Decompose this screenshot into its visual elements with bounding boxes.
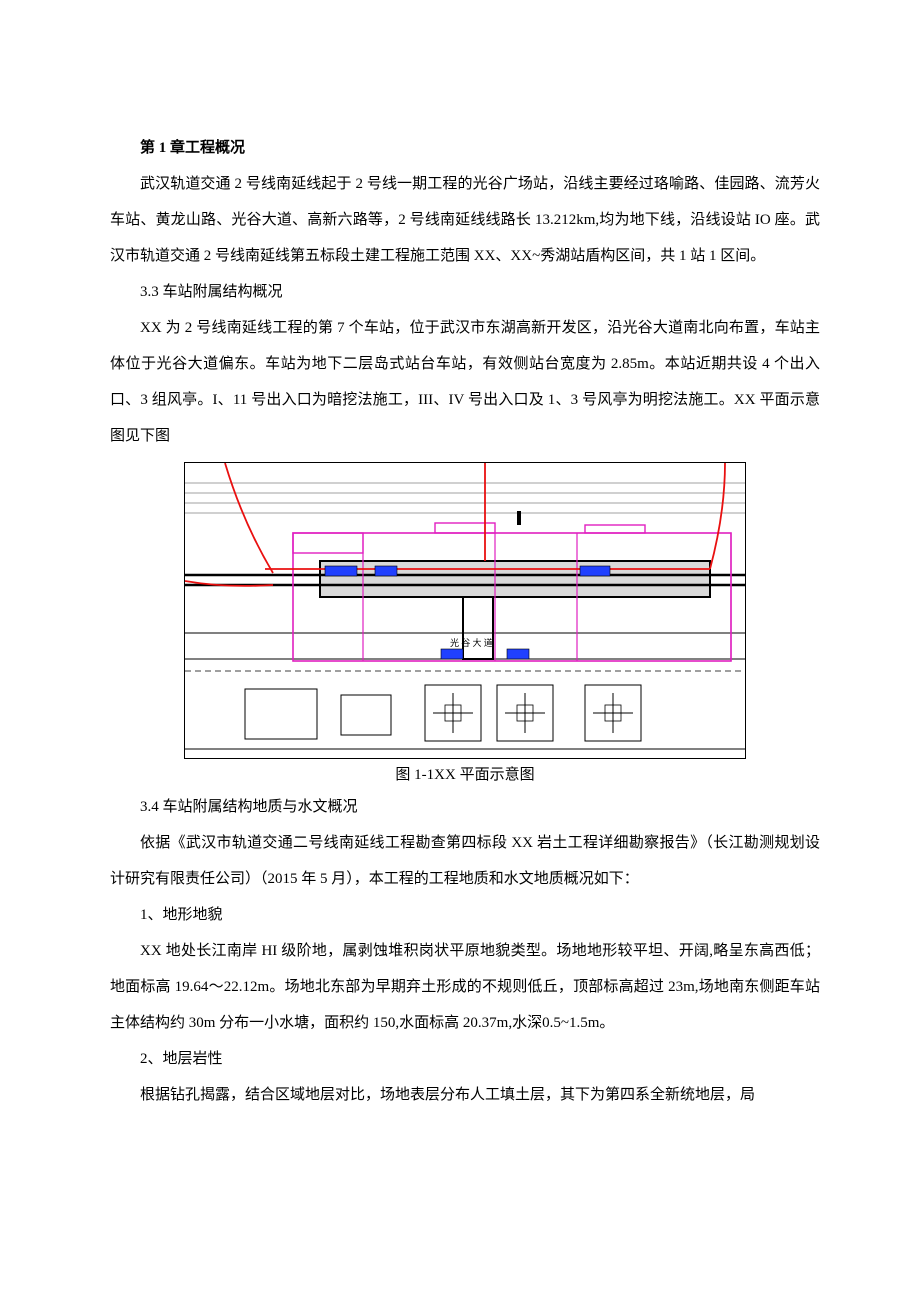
- paragraph-4: XX 地处长江南岸 HI 级阶地，属剥蚀堆积岗状平原地貌类型。场地地形较平坦、开…: [110, 933, 820, 1041]
- plan-svg: 光 谷 大 道: [185, 463, 745, 758]
- svg-text:光 谷 大 道: 光 谷 大 道: [450, 637, 493, 648]
- chapter-heading: 第 1 章工程概况: [110, 130, 820, 166]
- paragraph-1: 武汉轨道交通 2 号线南延线起于 2 号线一期工程的光谷广场站，沿线主要经过珞喻…: [110, 166, 820, 274]
- section-3-3-heading: 3.3 车站附属结构概况: [110, 274, 820, 310]
- paragraph-2: XX 为 2 号线南延线工程的第 7 个车站，位于武汉市东湖高新开发区，沿光谷大…: [110, 310, 820, 454]
- subsection-1-heading: 1、地形地貌: [110, 897, 820, 933]
- document-page: 第 1 章工程概况 武汉轨道交通 2 号线南延线起于 2 号线一期工程的光谷广场…: [0, 0, 920, 1301]
- subsection-2-heading: 2、地层岩性: [110, 1041, 820, 1077]
- section-3-4-heading: 3.4 车站附属结构地质与水文概况: [110, 789, 820, 825]
- paragraph-3: 依据《武汉市轨道交通二号线南延线工程勘查第四标段 XX 岩土工程详细勘察报告》（…: [110, 825, 820, 897]
- paragraph-5: 根据钻孔揭露，结合区域地层对比，场地表层分布人工填土层，其下为第四系全新统地层，…: [110, 1077, 820, 1113]
- plan-diagram: 光 谷 大 道: [184, 462, 746, 759]
- figure-caption: 图 1-1XX 平面示意图: [110, 763, 820, 787]
